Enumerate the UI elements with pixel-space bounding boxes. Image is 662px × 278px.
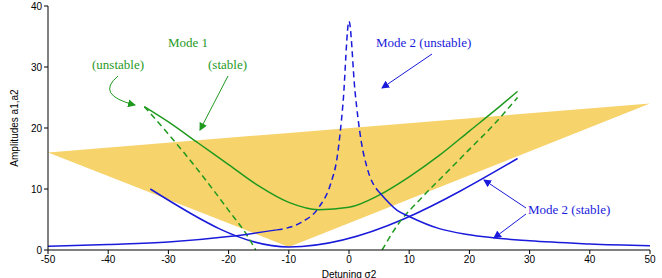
svg-text:0: 0	[346, 254, 352, 265]
svg-text:Detuning σ2: Detuning σ2	[322, 269, 377, 278]
svg-text:30: 30	[524, 254, 536, 265]
svg-text:40: 40	[31, 1, 43, 12]
html-text:(unstable): (unstable)	[92, 57, 144, 72]
svg-text:30: 30	[31, 62, 43, 73]
svg-text:0: 0	[36, 245, 42, 256]
svg-text:-10: -10	[282, 254, 297, 265]
html-text:Mode 2 (stable): Mode 2 (stable)	[528, 202, 611, 217]
svg-text:10: 10	[31, 184, 43, 195]
html-text:Mode 2 (unstable): Mode 2 (unstable)	[376, 35, 472, 50]
svg-text:50: 50	[644, 254, 654, 265]
svg-text:-50: -50	[41, 254, 56, 265]
svg-text:-20: -20	[221, 254, 236, 265]
html-text:(stable): (stable)	[208, 57, 247, 72]
svg-text:-40: -40	[101, 254, 116, 265]
html-text:Mode 1: Mode 1	[168, 35, 209, 50]
svg-text:Amplitudes a1,a2: Amplitudes a1,a2	[9, 89, 20, 167]
svg-text:40: 40	[584, 254, 596, 265]
svg-text:20: 20	[31, 123, 43, 134]
svg-text:10: 10	[404, 254, 416, 265]
svg-text:20: 20	[464, 254, 476, 265]
svg-text:-30: -30	[161, 254, 176, 265]
